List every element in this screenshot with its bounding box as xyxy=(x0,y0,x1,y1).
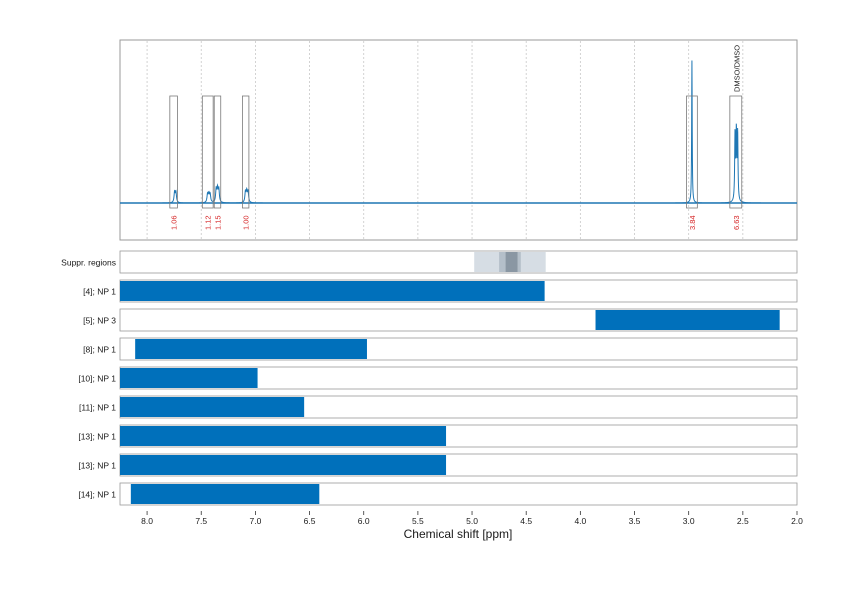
integral-region xyxy=(686,95,698,209)
range-bar xyxy=(120,368,258,388)
integral-label: 1.00 xyxy=(242,215,251,230)
integral-region xyxy=(213,95,222,209)
suppression-band xyxy=(505,252,518,272)
integral-region xyxy=(242,95,250,209)
x-tick-label: 4.5 xyxy=(520,516,532,526)
range-bar xyxy=(135,339,367,359)
integral-label: 1.06 xyxy=(170,215,179,230)
integral-region xyxy=(169,95,178,209)
integral-label: 6.63 xyxy=(732,215,741,230)
x-axis-title: Chemical shift [ppm] xyxy=(404,527,513,541)
row-label: [13]; NP 1 xyxy=(78,432,116,442)
x-tick-label: 5.0 xyxy=(466,516,478,526)
x-tick-label: 2.5 xyxy=(737,516,749,526)
suppression-row-label: Suppr. regions xyxy=(61,258,116,268)
x-axis: 8.0 7.5 7.0 6.5 6.0 5.5 5.0 4.5 4.0 3.5 3.0 2.5 2.0 xyxy=(141,511,803,526)
integral-label: 1.12 xyxy=(204,215,213,230)
row-label: [5]; NP 3 xyxy=(83,316,116,326)
row-label: [10]; NP 1 xyxy=(78,374,116,384)
range-bar xyxy=(120,281,545,301)
row-label: [4]; NP 1 xyxy=(83,287,116,297)
x-tick-label: 5.5 xyxy=(412,516,424,526)
range-bar xyxy=(130,484,320,504)
range-bar xyxy=(120,397,305,417)
range-rows: Suppr. regions [4]; NP 1 [5]; NP 3 [8]; NP … xyxy=(61,250,798,506)
row-label: [11]; NP 1 xyxy=(79,403,116,413)
x-tick-label: 7.5 xyxy=(195,516,207,526)
integral-region xyxy=(201,95,214,209)
spectrum-layer: 1.06 1.12 1.15 1.00 3.84 6.63 DMSO/DMSO xyxy=(120,45,797,230)
x-tick-label: 6.5 xyxy=(304,516,316,526)
x-tick-label: 8.0 xyxy=(141,516,153,526)
grid-lines xyxy=(146,41,744,239)
x-tick-label: 6.0 xyxy=(358,516,370,526)
x-tick-label: 2.0 xyxy=(791,516,803,526)
x-tick-label: 3.0 xyxy=(683,516,695,526)
suppression-row-frame xyxy=(119,250,798,274)
spectrum-panel xyxy=(119,39,798,241)
integral-label: 3.84 xyxy=(688,215,697,230)
range-bar xyxy=(120,426,447,446)
row-label: [13]; NP 1 xyxy=(78,461,116,471)
integral-label: 1.15 xyxy=(213,215,222,230)
x-tick-label: 3.5 xyxy=(629,516,641,526)
row-label: [8]; NP 1 xyxy=(83,345,116,355)
x-tick-label: 4.0 xyxy=(574,516,586,526)
spectrum-trace xyxy=(120,60,797,204)
row-label: [14]; NP 1 xyxy=(78,490,116,500)
range-bar xyxy=(595,310,780,330)
integral-region xyxy=(729,95,743,209)
x-tick-label: 7.0 xyxy=(249,516,261,526)
annotation-label: DMSO/DMSO xyxy=(732,45,741,92)
range-bar xyxy=(120,455,447,475)
